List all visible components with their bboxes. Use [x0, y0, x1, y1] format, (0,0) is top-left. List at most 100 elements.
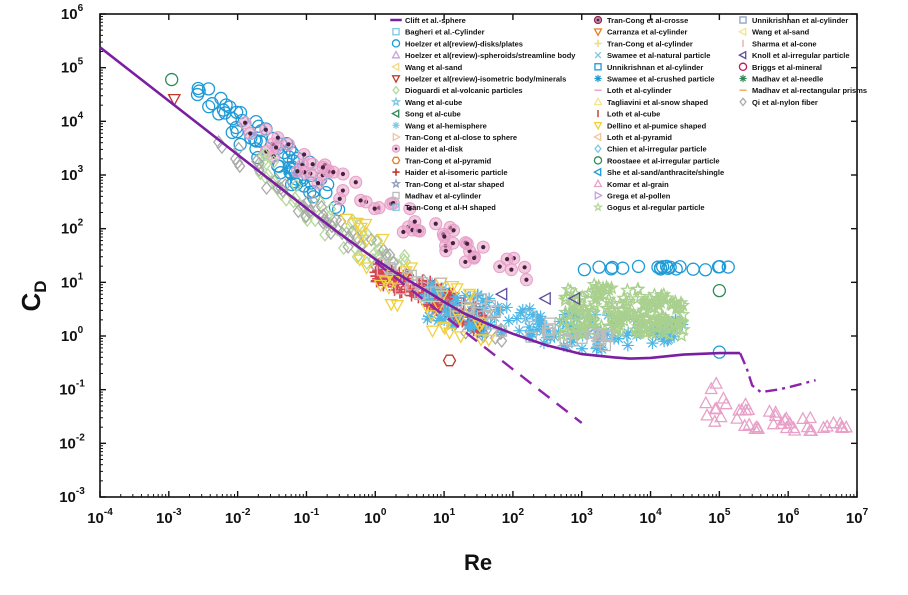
scatter-point-dot [353, 180, 358, 185]
legend-marker [739, 16, 747, 24]
scatter-point [576, 332, 588, 344]
x-axis-title: Re [464, 550, 492, 575]
legend-marker [390, 178, 402, 189]
legend-marker-dot [596, 18, 600, 22]
legend-label: Tagliavini et al-snow shaped [607, 98, 709, 107]
legend-label: Qi et al-nylon fiber [752, 98, 818, 107]
scatter-point [516, 303, 529, 316]
scatter-point [450, 283, 464, 296]
legend-label: Tran-Cong et al-star shaped [405, 180, 505, 189]
x-tick-base: 10 [777, 510, 794, 527]
scatter-point [443, 287, 456, 300]
scatter-point [424, 310, 439, 323]
legend-item: Briggs et al-mineral [738, 62, 822, 72]
scatter-point [658, 335, 671, 348]
x-tick-base: 10 [433, 510, 450, 527]
scatter-point [599, 339, 612, 352]
legend-item: Knoll et al-irregular particle [738, 50, 850, 60]
legend-item: Sharma et al-cone [742, 39, 817, 48]
legend-label: Wang et al-sand [405, 63, 463, 72]
y-tick-label: 106 [61, 3, 84, 23]
scatter-point [292, 204, 304, 219]
scatter-point [650, 293, 666, 308]
scatter-point [361, 255, 373, 270]
x-tick-base: 10 [225, 510, 242, 527]
legend-marker [593, 156, 603, 165]
scatter-point [359, 262, 374, 275]
scatter-point [577, 262, 592, 277]
y-tick-label: 103 [61, 164, 84, 184]
scatter-point-dot [295, 169, 300, 174]
scatter-point [474, 334, 488, 347]
scatter-point [212, 107, 226, 121]
scatter-point [339, 213, 354, 227]
legend-item: Haider et al-disk [391, 144, 464, 154]
y-axis-title: CD [16, 280, 50, 311]
legend-label: Wang et al-hemisphere [405, 121, 487, 130]
legend-item: Hoelzer et al(review)-isometric body/min… [391, 75, 566, 84]
legend-label: Loth et al-cylinder [607, 86, 672, 95]
scatter-point [342, 239, 354, 254]
scatter-point [612, 296, 628, 311]
scatter-point [826, 415, 841, 429]
scatter-point [232, 155, 244, 170]
scatter-point [708, 401, 722, 415]
scatter-point [459, 289, 472, 302]
scatter-point [518, 260, 532, 274]
legend-label: Chien et al-irregular particle [607, 145, 707, 154]
legend-item: Grega et al-pollen [594, 191, 671, 201]
scatter-point-dot [509, 267, 514, 272]
scatter-point [762, 404, 777, 417]
scatter-point [399, 266, 413, 279]
scatter-point [243, 126, 257, 141]
legend-label: Tran-Cong et al-H shaped [405, 203, 496, 212]
scatter-point [557, 339, 570, 352]
scatter-point [370, 275, 383, 288]
scatter-point [429, 217, 443, 231]
scatter-point [394, 282, 407, 295]
y-tick-base: 10 [59, 435, 76, 452]
legend-item: Gogus et al-regular particle [592, 201, 705, 212]
x-tick-exp: 1 [450, 507, 456, 518]
scatter-point [774, 416, 789, 430]
y-tick-exp: 4 [78, 110, 84, 121]
scatter-point [668, 330, 681, 343]
scatter-point [447, 299, 460, 312]
legend-marker [592, 201, 604, 212]
legend-marker [593, 96, 603, 106]
scatter-point [700, 408, 714, 421]
legend-item: Qi et al-nylon fiber [739, 97, 818, 107]
legend-marker [739, 97, 747, 107]
legend-label: She et al-sand/anthracite/shingle [607, 168, 724, 177]
x-tick-label: 10-3 [156, 507, 182, 527]
scatter-point [820, 419, 834, 432]
scatter-point-dot [263, 127, 268, 132]
legend-marker-dot [394, 147, 398, 150]
scatter-point [566, 302, 582, 317]
legend-marker [392, 132, 401, 142]
scatter-point-dot [310, 162, 315, 167]
scatter-point [768, 408, 783, 422]
legend-item: Tran-Cong et al-crosse [593, 15, 688, 25]
scatter-point [354, 222, 368, 236]
scatter-point [730, 411, 744, 424]
scatter-point [621, 339, 634, 352]
scatter-point [165, 72, 179, 87]
scatter-point [453, 314, 467, 327]
legend-label: Madhav et al-needle [752, 75, 823, 84]
legend-marker [594, 63, 602, 71]
scatter-point [523, 320, 536, 333]
legend-label: Komar et al-grain [607, 180, 669, 189]
plot-border [99, 13, 858, 498]
scatter-point [475, 293, 488, 305]
scatter-point [476, 327, 489, 340]
scatter-point [712, 283, 727, 298]
scatter-point [269, 140, 283, 155]
x-tick-label: 10-4 [87, 507, 113, 527]
scatter-point [422, 289, 435, 302]
legend-item: Unnikrishnan et al-cylinder [739, 16, 848, 25]
scatter-point [552, 326, 565, 339]
scatter-point-dot [407, 206, 412, 211]
plot-frame [99, 13, 858, 498]
scatter-point [439, 244, 453, 258]
